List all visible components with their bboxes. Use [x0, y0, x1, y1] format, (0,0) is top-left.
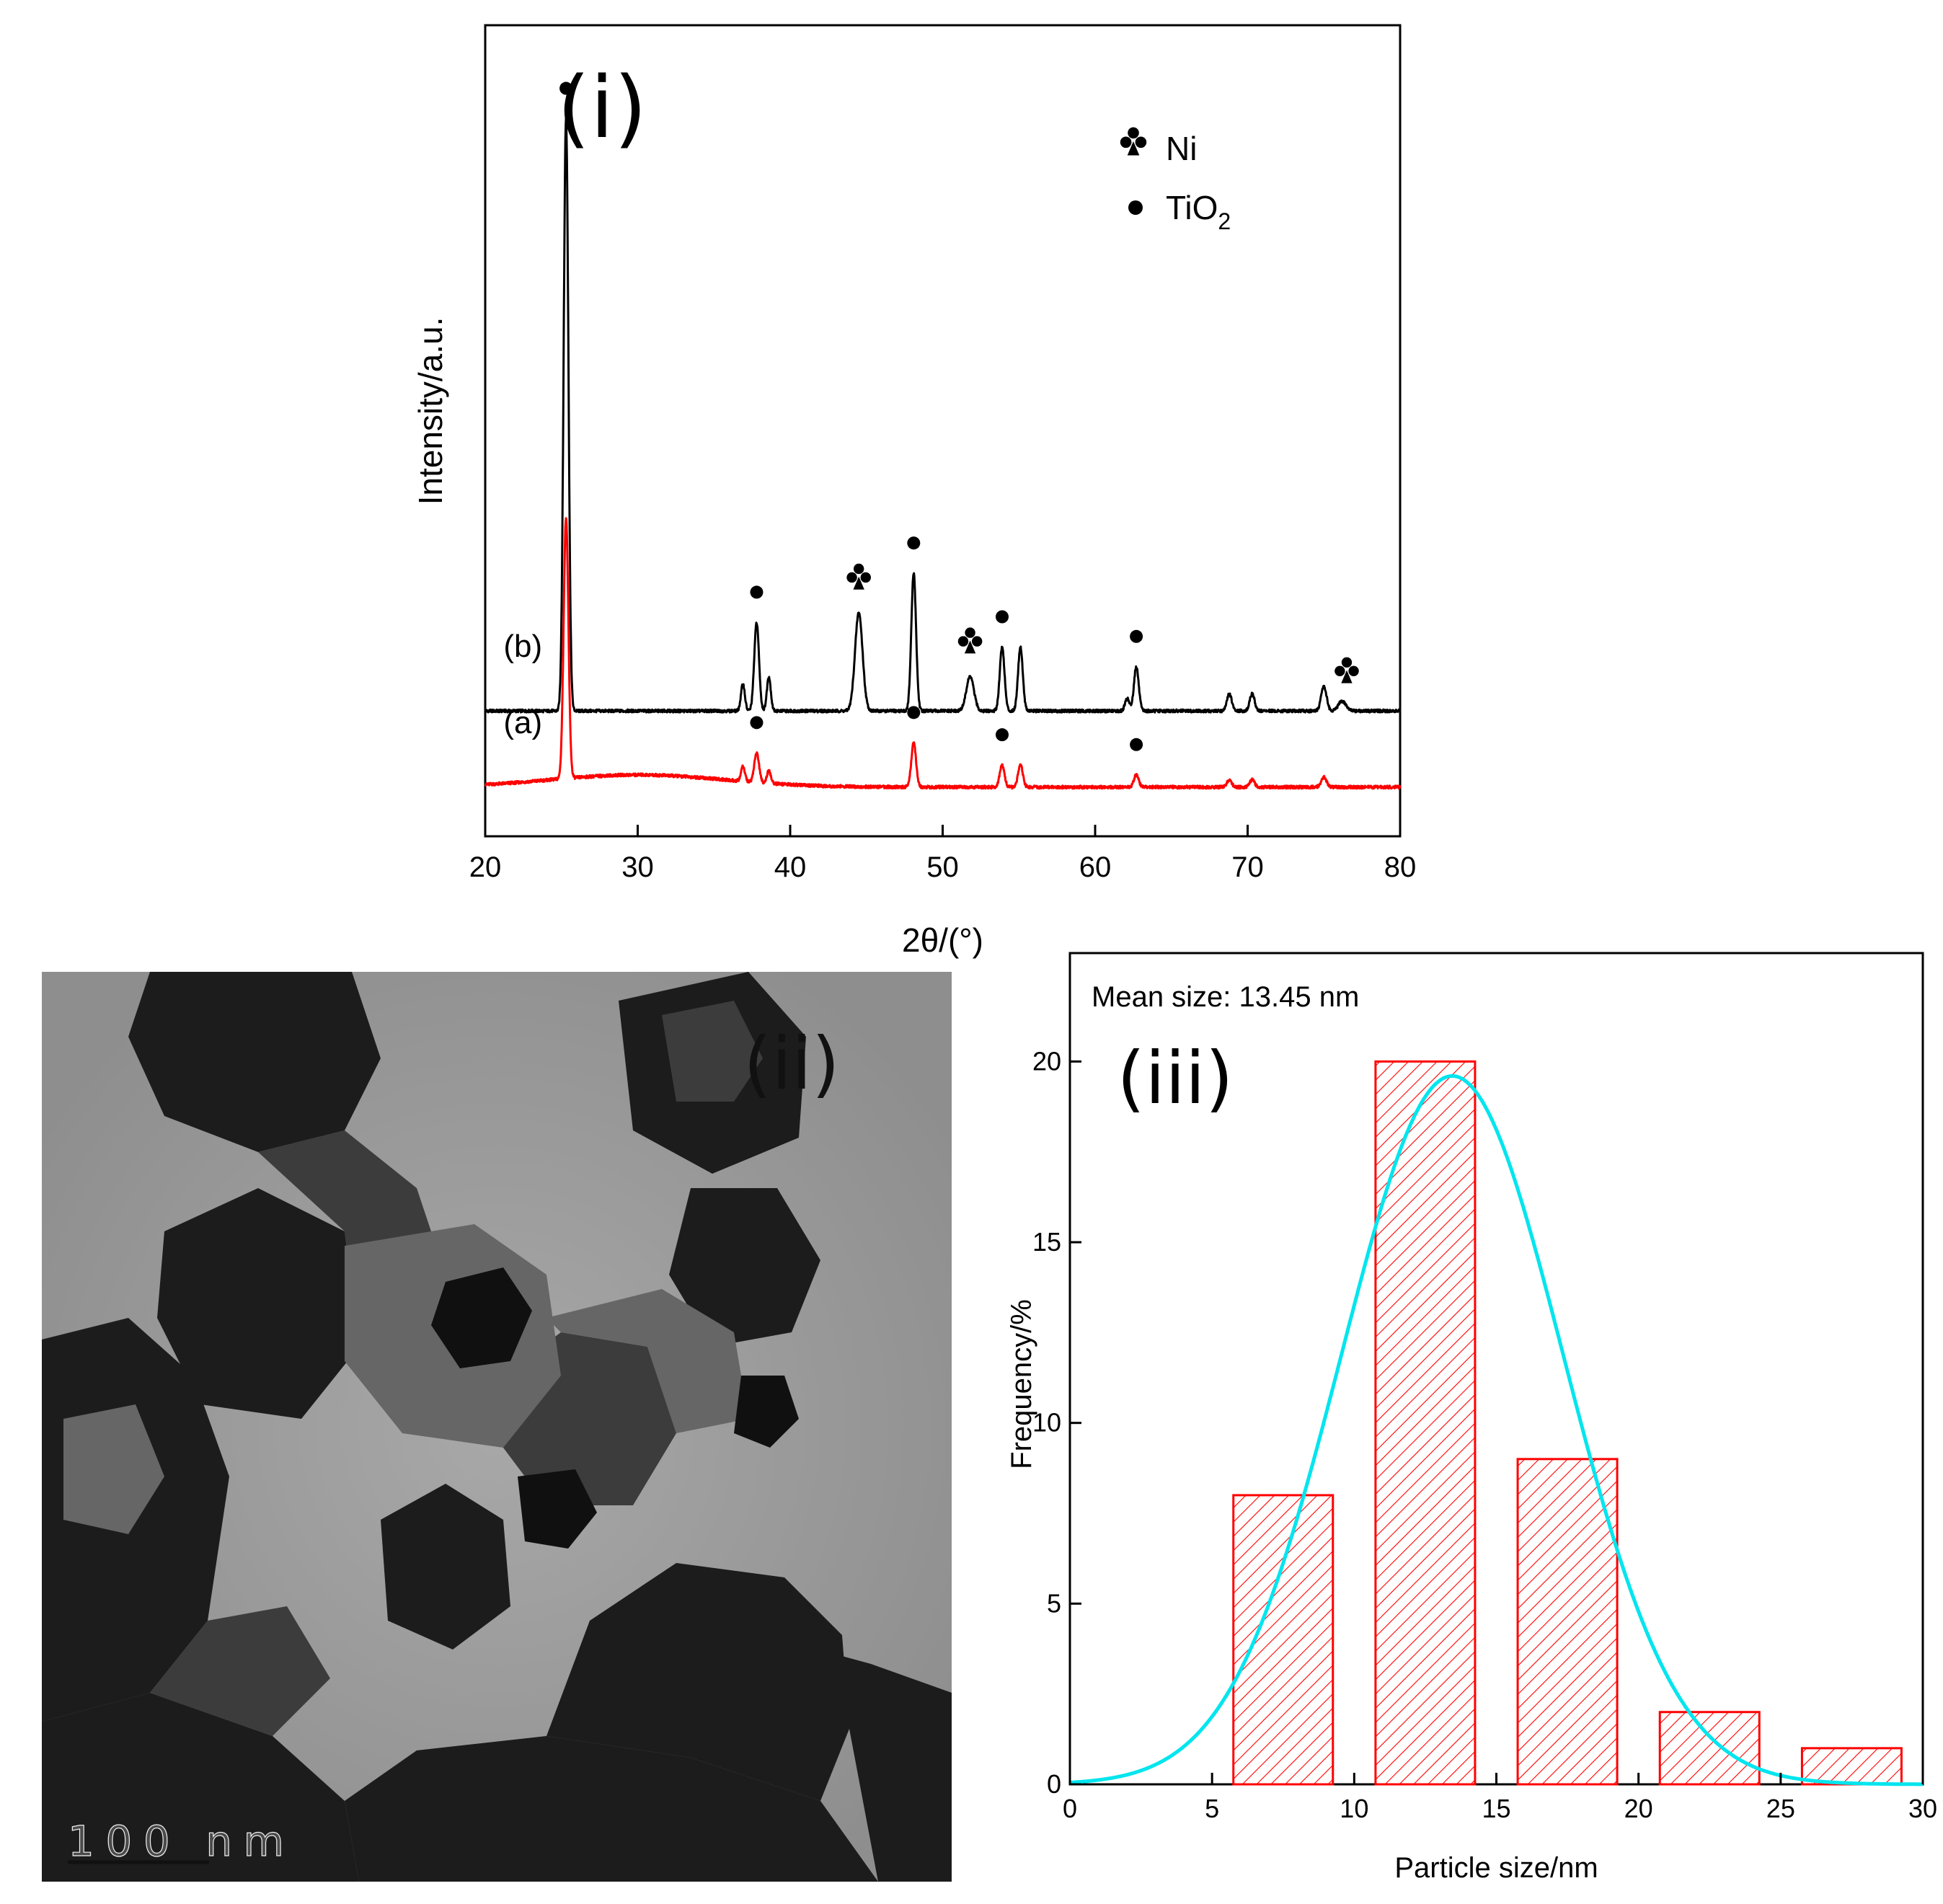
xrd-x-tick-label: 40: [774, 851, 807, 883]
tem-micrograph: 100 nm (ii): [42, 972, 952, 1882]
tio2-peak-marker: [750, 585, 764, 599]
club-lobe: [957, 636, 969, 647]
club-lobe: [860, 572, 871, 583]
hist-x-axis-label: Particle size/nm: [1394, 1852, 1598, 1884]
legend-tio2-marker: [1128, 200, 1143, 215]
xrd-series-label: (b): [503, 629, 542, 664]
tio2-peak-marker: [995, 728, 1009, 742]
panel-label-i: (i): [557, 58, 647, 157]
club-lobe: [853, 563, 864, 575]
xrd-series-line: [484, 517, 1402, 790]
hist-y-tick-label: 10: [1032, 1408, 1061, 1438]
xrd-series-label: (a): [503, 705, 542, 740]
legend-tio2-text: TiO: [1166, 189, 1218, 226]
tio2-peak-marker: [1130, 738, 1143, 751]
club-lobe: [1128, 127, 1139, 139]
hist-y-tick-label: 5: [1047, 1588, 1061, 1618]
club-lobe: [1335, 665, 1345, 676]
tio2-peak-marker: [559, 81, 573, 95]
legend-ni-label: Ni: [1166, 130, 1197, 167]
hist-x-tick-label: 10: [1340, 1794, 1368, 1823]
legend-tio2-label: TiO2: [1166, 189, 1231, 234]
histogram-bar: [1516, 1458, 1619, 1786]
club-lobe: [971, 636, 983, 647]
xrd-x-tick-label: 50: [926, 851, 959, 883]
xrd-x-tick-label: 80: [1384, 851, 1417, 883]
club-stem: [1127, 141, 1140, 156]
xrd-y-axis-label: Intensity/a.u.: [412, 317, 449, 505]
hist-y-tick-label: 20: [1032, 1046, 1061, 1076]
hist-y-axis-label: Frequency/%: [1006, 1299, 1037, 1469]
club-stem: [1341, 670, 1353, 683]
histogram-bar: [1658, 1711, 1761, 1786]
tio2-peak-marker: [995, 610, 1009, 624]
club-lobe: [1120, 136, 1132, 149]
club-lobe: [1348, 665, 1359, 676]
xrd-series-line: [484, 117, 1402, 714]
ni-peak-marker: [1335, 657, 1359, 683]
xrd-x-tick-label: 60: [1079, 851, 1112, 883]
legend-ni-marker: [1120, 127, 1147, 156]
club-stem: [853, 576, 864, 590]
club-stem: [964, 640, 976, 654]
hist-y-tick-label: 0: [1047, 1769, 1061, 1799]
ni-peak-marker: [846, 563, 871, 590]
club-lobe: [965, 627, 975, 638]
xrd-x-tick-label: 20: [469, 851, 502, 883]
tio2-peak-marker: [750, 716, 764, 730]
tio2-peak-marker: [907, 536, 921, 550]
histogram-bar: [1374, 1060, 1477, 1786]
histogram-bar: [1800, 1747, 1903, 1786]
club-lobe: [1135, 136, 1147, 149]
panel-label-iii: (iii): [1117, 1036, 1233, 1120]
tio2-peak-marker: [1130, 629, 1143, 643]
xrd-x-axis-label: 2θ/(°): [902, 921, 983, 959]
hist-x-tick-label: 25: [1766, 1794, 1795, 1823]
mean-size-annotation: Mean size: 13.45 nm: [1092, 981, 1359, 1013]
hist-x-tick-label: 0: [1063, 1794, 1077, 1823]
ni-peak-marker: [957, 627, 983, 654]
xrd-x-tick-label: 30: [621, 851, 654, 883]
hist-x-tick-label: 30: [1908, 1794, 1937, 1823]
hist-x-tick-label: 5: [1205, 1794, 1219, 1823]
xrd-x-tick-label: 70: [1231, 851, 1264, 883]
gaussian-fit-curve: [1069, 1073, 1923, 1786]
histogram-bar: [1232, 1494, 1335, 1786]
legend-tio2-subscript: 2: [1218, 208, 1231, 234]
hist-x-tick-label: 20: [1624, 1794, 1653, 1823]
club-lobe: [846, 572, 857, 583]
panel-label-ii: (ii): [743, 1022, 840, 1106]
hist-y-tick-label: 15: [1032, 1227, 1061, 1257]
club-lobe: [1341, 657, 1353, 668]
tio2-peak-marker: [907, 706, 921, 719]
hist-x-tick-label: 15: [1482, 1794, 1510, 1823]
